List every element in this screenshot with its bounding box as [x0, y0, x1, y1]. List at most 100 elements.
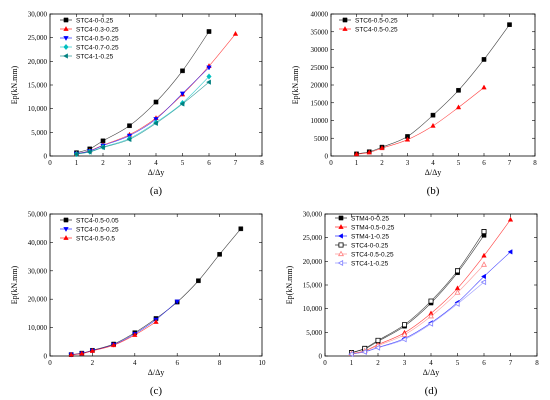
y-tick-label: 35000 [311, 28, 329, 36]
chart-b: 0 1 2 3 4 5 6 7 8 0 5000 10000 15000 20000 25000 30000 3… [291, 11, 537, 198]
series-line [71, 228, 242, 355]
x-tick-label: 8 [218, 359, 222, 367]
y-tick-label: 30000 [311, 46, 329, 54]
plot-frame [330, 13, 536, 157]
x-tick-label: 3 [406, 159, 410, 167]
data-point [430, 112, 436, 118]
x-tick-label: 5 [456, 359, 460, 367]
panel-d: 0 1 2 3 4 5 6 7 8 0 5,000 10,000 15,000 20,000 25,000 3… [275, 200, 550, 400]
data-point [179, 101, 185, 107]
series-STC4-0.5-0.25 [348, 261, 487, 356]
legend-marker [63, 26, 69, 31]
x-tick-label: 0 [48, 159, 52, 167]
series-line [71, 301, 178, 355]
x-tick-label: 0 [48, 359, 52, 367]
legend-label: STC4-0-0.25 [351, 242, 389, 249]
x-tick-label: 2 [380, 159, 384, 167]
y-tick-label: 30,000 [28, 267, 48, 275]
legend-label: STM4-0-0.25 [351, 215, 389, 222]
x-axis-label: Δ/Δy [148, 168, 165, 177]
x-tick-label: 6 [175, 359, 179, 367]
legend: STC4-0-0.25 STC4-0.3-0.25 STC4-0.5-0.25 STC… [60, 17, 119, 60]
x-tick-label: 7 [508, 159, 512, 167]
data-point [480, 279, 487, 286]
x-tick-label: 2 [101, 159, 105, 167]
y-tick-label: 25,000 [303, 234, 323, 242]
legend-marker [338, 242, 344, 248]
y-tick-label: 15000 [311, 99, 329, 107]
data-point [348, 351, 354, 358]
legend-marker [63, 235, 69, 240]
chart-c: 0 2 4 6 8 10 0 10,000 20,000 30,000 40,000 50,000 Δ/… [10, 211, 267, 398]
data-point [126, 136, 132, 143]
x-tick-label: 4 [429, 359, 433, 367]
x-tick-label: 8 [260, 159, 264, 167]
x-axis-label: Δ/Δy [148, 368, 165, 377]
x-tick-label: 4 [133, 359, 137, 367]
series-line [71, 321, 157, 356]
legend-marker [342, 26, 348, 31]
data-point [366, 149, 372, 155]
data-point [428, 298, 434, 304]
legend-label: STC4-0.5-0.25 [351, 251, 394, 258]
legend-marker [338, 215, 344, 221]
x-tick-label: 10 [259, 359, 267, 367]
y-tick-label: 20,000 [28, 296, 48, 304]
legend-label: STC4-0-0.25 [76, 17, 114, 24]
panel-c: 0 2 4 6 8 10 0 10,000 20,000 30,000 40,000 50,000 Δ/… [0, 200, 275, 400]
data-point [238, 226, 244, 232]
legend-label: STC4-1-0.25 [76, 53, 114, 60]
x-tick-label: 3 [403, 359, 407, 367]
legend-marker [63, 36, 69, 41]
data-point [127, 123, 132, 129]
x-tick-label: 2 [91, 359, 95, 367]
panel-label-d: (d) [425, 385, 438, 397]
data-point [196, 278, 201, 284]
data-point [68, 351, 74, 357]
y-tick-label: 0 [44, 353, 48, 361]
y-tick-label: 5000 [314, 135, 329, 143]
series-STC6-0.5-0.25 [354, 22, 512, 157]
series-STC4-1-0.25 [73, 79, 211, 157]
legend-marker [337, 260, 344, 266]
x-tick-label: 0 [329, 159, 333, 167]
data-point [89, 347, 96, 353]
x-tick-label: 4 [431, 159, 435, 167]
legend-marker [63, 17, 69, 23]
data-point [100, 144, 105, 151]
y-tick-label: 5,000 [31, 129, 47, 137]
legend: STM4-0-0.25 STM4-0.5-0.25 STM4-1-0.25 STC4-… [335, 215, 395, 267]
data-point [402, 322, 407, 328]
data-point [206, 65, 212, 71]
plot-frame [49, 213, 263, 357]
y-tick-label: 20,000 [303, 258, 323, 266]
legend-label: STC4-0.5-0.25 [76, 226, 119, 233]
data-point [404, 136, 411, 142]
y-tick-label: 40000 [311, 11, 329, 19]
y-tick-label: 50,000 [28, 211, 48, 219]
x-tick-label: 1 [355, 159, 359, 167]
x-tick-label: 4 [154, 159, 158, 167]
y-tick-label: 15,000 [303, 282, 323, 290]
y-axis-label: Ep(kN.mm) [291, 65, 300, 104]
data-point [353, 151, 360, 157]
data-point [427, 320, 434, 327]
series-STC4-1-0.25 [348, 279, 487, 358]
legend-label: STC4-1-0.25 [351, 260, 389, 267]
data-point [481, 261, 487, 267]
x-tick-label: 2 [376, 359, 380, 367]
series-STC4-0.5-0.25 [68, 299, 180, 358]
y-tick-label: 40,000 [28, 239, 48, 247]
data-point [481, 273, 486, 280]
series-line [351, 281, 485, 355]
legend-marker [338, 233, 343, 239]
data-point [132, 332, 138, 337]
series-STC4-0.5-0.05 [68, 226, 244, 357]
legend-label: STC4-0.3-0.25 [76, 26, 119, 33]
data-point [375, 337, 381, 343]
data-point [379, 145, 385, 151]
y-tick-label: 25,000 [28, 34, 48, 42]
x-tick-label: 1 [75, 159, 79, 167]
y-tick-label: 15,000 [28, 82, 48, 90]
legend: STC4-0.5-0.05 STC4-0.5-0.25 STC4-0.5-0.5 [60, 217, 119, 242]
